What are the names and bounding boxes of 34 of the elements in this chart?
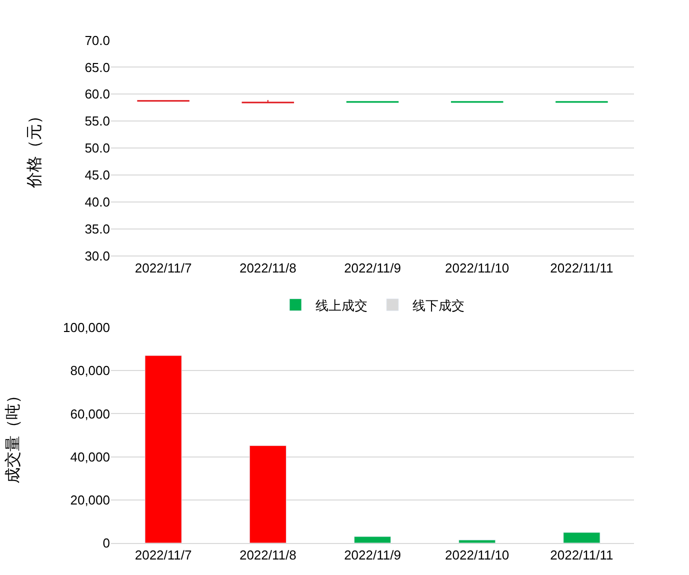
y-axis-title: 成交量（吨） xyxy=(4,387,22,484)
x-tick-label: 2022/11/9 xyxy=(344,548,401,563)
y-tick-label: 55.0 xyxy=(84,114,110,129)
y-tick-label: 45.0 xyxy=(84,167,110,182)
x-tick-label: 2022/11/8 xyxy=(239,260,296,276)
x-tick-label: 2022/11/7 xyxy=(134,260,192,276)
bar xyxy=(458,540,496,543)
x-tick-label: 2022/11/10 xyxy=(445,260,510,276)
x-tick-label: 2022/11/11 xyxy=(550,260,614,276)
y-tick-label: 60.0 xyxy=(84,86,110,102)
y-tick-label: 65.0 xyxy=(84,60,110,75)
y-tick-label: 40,000 xyxy=(70,449,110,464)
y-axis-title: 价格（元） xyxy=(26,108,44,189)
y-tick-label: 30.0 xyxy=(84,248,110,264)
y-tick-label: 50.0 xyxy=(84,140,110,156)
y-tick-label: 40.0 xyxy=(84,194,110,210)
legend-label: 线上成交 xyxy=(316,298,368,313)
x-tick-label: 2022/11/9 xyxy=(344,260,401,276)
y-tick-label: 100,000 xyxy=(63,320,110,336)
x-tick-label: 2022/11/8 xyxy=(239,548,296,563)
bar xyxy=(144,355,182,543)
y-tick-label: 20,000 xyxy=(70,492,110,508)
bar xyxy=(354,536,392,543)
x-tick-label: 2022/11/10 xyxy=(445,548,510,563)
y-tick-label: 70.0 xyxy=(84,32,110,48)
y-tick-label: 35.0 xyxy=(84,221,110,236)
legend-label: 线下成交 xyxy=(412,298,464,313)
bar xyxy=(563,532,600,543)
y-tick-label: 0 xyxy=(102,536,110,551)
y-tick-label: 60,000 xyxy=(70,406,110,422)
x-tick-label: 2022/11/11 xyxy=(550,548,614,563)
bar xyxy=(249,445,286,543)
x-tick-label: 2022/11/7 xyxy=(134,548,192,563)
y-tick-label: 80,000 xyxy=(70,363,110,378)
